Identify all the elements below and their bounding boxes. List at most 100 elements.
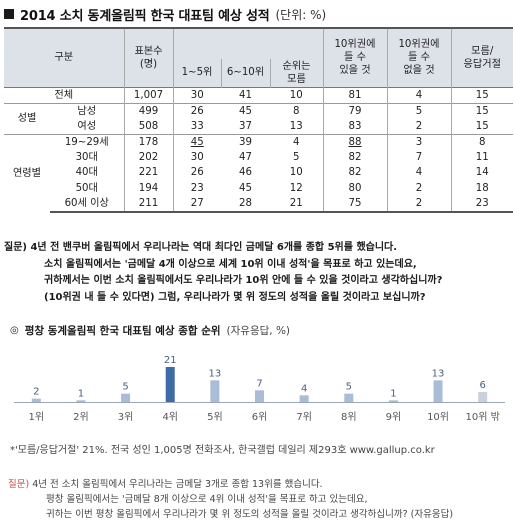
title-square-icon <box>4 9 14 19</box>
chart-bar <box>210 380 220 402</box>
chart-bar <box>31 398 41 402</box>
cell-in10: 79 <box>322 102 387 119</box>
x-tick-label: 9위 <box>386 410 402 423</box>
bottom-question-label: 질문) <box>8 479 30 490</box>
header-rank-6-10: 6~10위 <box>220 59 270 87</box>
cell-r15: 26 <box>172 102 221 119</box>
cell-unk: 10 <box>289 89 303 101</box>
question-line: 귀하께서는 이번 소치 올림픽에서도 우리나라가 10위 안에 들 수 있을 것… <box>44 275 443 286</box>
question-line: (10위권 내 들 수 있다면) 그럼, 우리나라가 몇 위 정도의 성적을 올… <box>44 291 426 303</box>
cell-n: 499 <box>123 102 173 119</box>
cell-n: 178 <box>123 133 173 150</box>
question-line: 소치 올림픽에서는 '금메달 4개 이상으로 세계 10위 이내 성적'을 목표… <box>44 258 417 270</box>
bar-value-label: 5 <box>346 382 352 393</box>
cell-dk: 15 <box>450 102 513 119</box>
bar-value-label: 2 <box>33 387 39 398</box>
cell-r610: 45 <box>239 182 252 194</box>
bar-value-label: 4 <box>301 383 307 394</box>
cell-dk: 15 <box>450 118 513 134</box>
row-sub-label: 40대 <box>75 167 98 179</box>
cell-out10: 3 <box>386 133 451 150</box>
x-tick-label: 7위 <box>296 410 312 423</box>
cell-n: 221 <box>123 165 173 181</box>
cell-unk: 5 <box>293 151 300 163</box>
chart-title: ◎ 평창 동계올림픽 한국 대표팀 예상 종합 순위 (자유응답, %) <box>10 323 290 338</box>
chart-bar <box>388 400 398 402</box>
header-within-10-group <box>172 28 323 59</box>
cell-r15: 30 <box>172 87 221 103</box>
table-row: 성별 남성 499 26 45 8 79 5 15 <box>4 102 513 134</box>
cell-n: 202 <box>123 149 173 165</box>
cell-dk: 15 <box>450 87 513 103</box>
row-sub-label: 19~29세 <box>50 133 124 150</box>
footnote: *'모름/응답거절' 21%. 전국 성인 1,005명 전화조사, 한국갤럽 … <box>10 445 435 456</box>
cell-n: 1,007 <box>123 87 173 103</box>
cell-out10: 5 <box>386 102 451 119</box>
table-row: 40대 221 26 46 10 82 4 14 <box>4 165 513 181</box>
table-row: 전체 1,007 30 41 10 81 4 15 <box>4 87 513 103</box>
cell-r610: 47 <box>239 151 252 163</box>
header-rank-1-5: 1~5위 <box>172 59 221 87</box>
cell-r15: 45 <box>172 133 221 150</box>
cell-unk: 21 <box>270 196 323 213</box>
x-tick-label: 4위 <box>162 410 178 423</box>
cell-in10: 83 <box>322 118 387 134</box>
title-text: 2014 소치 동계올림픽 한국 대표팀 예상 성적 <box>20 8 270 24</box>
cell-r610: 39 <box>221 133 270 150</box>
bar-value-label: 5 <box>122 382 128 393</box>
cell-in10: 82 <box>322 165 387 181</box>
header-rank-unknown: 순위는 모름 <box>269 59 323 87</box>
cell-r610: 41 <box>239 89 252 101</box>
cell-out10: 4 <box>386 87 451 103</box>
cell-dk: 8 <box>450 133 513 150</box>
cell-r15: 33 <box>172 118 221 134</box>
survey-question: 질문) 4년 전 밴쿠버 올림픽에서 우리나라는 역대 최다인 금메달 6개를 … <box>4 240 513 306</box>
x-tick-label: 10위 밖 <box>466 410 500 423</box>
cell-out10: 2 <box>386 196 451 213</box>
cell-n: 194 <box>123 180 173 196</box>
cell-in10: 81 <box>322 87 387 103</box>
cell-n: 508 <box>123 118 173 134</box>
x-tick-label: 2위 <box>73 410 89 423</box>
chart-title-sub: (자유응답, %) <box>226 325 291 337</box>
bottom-question-line: 질문) 4년 전 소치 올림픽에서 우리나라는 금메달 3개로 종합 13위를 … <box>8 477 513 492</box>
cell-in10: 88 <box>322 133 387 150</box>
title-unit: (단위: %) <box>275 7 327 22</box>
cell-dk: 23 <box>450 196 513 213</box>
cell-unk: 4 <box>270 133 323 150</box>
cell-unk: 10 <box>289 167 303 179</box>
bar-value-label: 21 <box>164 355 177 366</box>
bullet-icon: ◎ <box>10 325 19 336</box>
cell-in10: 82 <box>322 149 387 165</box>
row-sub-label: 60세 이상 <box>50 196 124 213</box>
chart-bar <box>121 393 131 402</box>
x-tick-label: 3위 <box>118 410 134 423</box>
cell-r610: 28 <box>221 196 270 213</box>
cell-r15: 27 <box>172 196 221 213</box>
cell-unk: 8 <box>270 102 323 119</box>
row-sub-label: 여성 <box>77 120 97 132</box>
chart-bar <box>478 392 488 402</box>
bar-value-label: 1 <box>390 388 396 399</box>
bar-value-label: 13 <box>432 368 445 379</box>
bar-value-label: 7 <box>256 378 262 389</box>
table-row: 60세 이상 211 27 28 21 75 2 23 <box>4 196 513 213</box>
cell-out10: 2 <box>386 118 451 134</box>
cell-r15: 23 <box>172 180 221 196</box>
x-tick-label: 10위 <box>427 410 449 423</box>
cell-dk: 11 <box>450 149 513 165</box>
x-tick-label: 8위 <box>341 410 357 423</box>
row-category-age: 연령별 <box>4 133 50 212</box>
bottom-question-text: 4년 전 소치 올림픽에서 우리나라는 금메달 3개로 종합 13위를 했습니다… <box>32 479 323 490</box>
cell-r610: 37 <box>239 120 252 132</box>
chart-bar <box>344 393 354 402</box>
cell-dk: 14 <box>450 165 513 181</box>
chart-bar <box>433 380 443 402</box>
question-line: 질문) 4년 전 밴쿠버 올림픽에서 우리나라는 역대 최다인 금메달 6개를 … <box>4 240 513 257</box>
header-within-10: 10위권에 들 수 있을 것 <box>322 28 387 87</box>
bottom-question-line: 귀하는 이번 평창 올림픽에서 우리나라가 몇 위 정도의 성적을 올릴 것이라… <box>46 509 454 520</box>
chart-bar <box>299 395 309 402</box>
header-respondents: 표본수 (명) <box>123 28 173 87</box>
table-row: 50대 194 23 45 12 80 2 18 <box>4 180 513 196</box>
x-tick-label: 1위 <box>29 410 45 423</box>
